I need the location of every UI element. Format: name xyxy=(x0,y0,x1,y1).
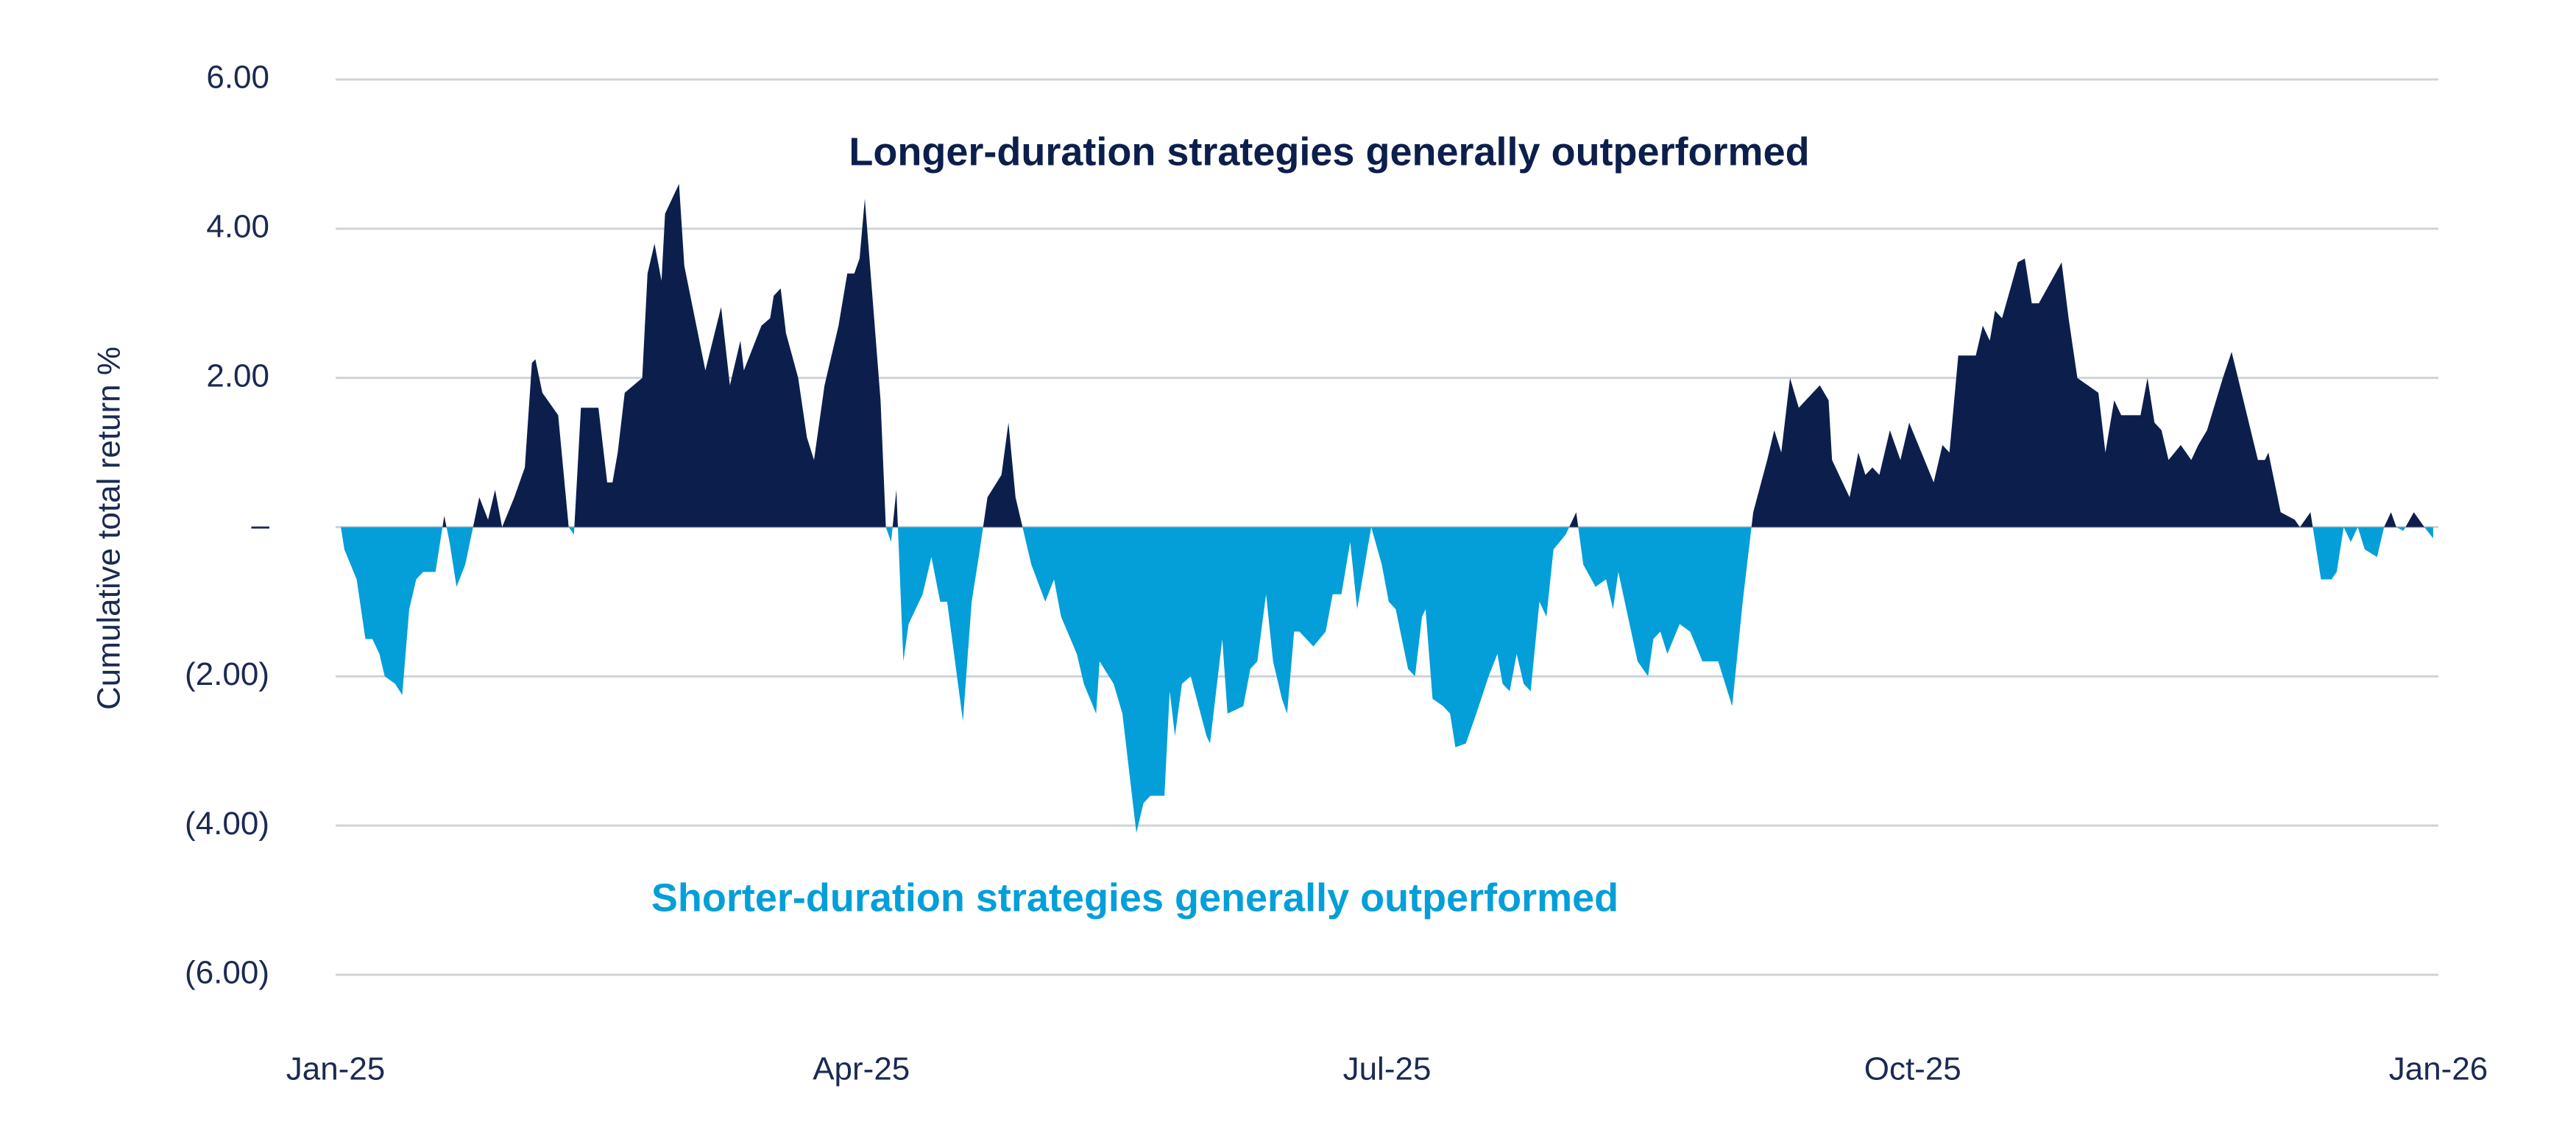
y-tick-label: 6.00 xyxy=(206,60,269,96)
x-tick-label: Jan-25 xyxy=(286,1051,386,1087)
area xyxy=(341,184,2433,834)
y-tick-label: (4.00) xyxy=(185,806,269,842)
y-tick-label: (6.00) xyxy=(185,955,269,991)
annotation: Shorter-duration strategies generally ou… xyxy=(651,875,1618,920)
y-tick-label: 2.00 xyxy=(206,358,269,394)
annotation: Longer-duration strategies generally out… xyxy=(849,129,1809,174)
x-tick-label: Jul-25 xyxy=(1343,1051,1432,1087)
x-tick-label: Oct-25 xyxy=(1864,1051,1961,1087)
x-tick-label: Apr-25 xyxy=(813,1051,910,1087)
x-tick-label: Jan-26 xyxy=(2389,1051,2488,1087)
y-axis-title: Cumulative total return % xyxy=(91,347,127,710)
y-tick-label: – xyxy=(252,507,270,543)
y-tick-label: (2.00) xyxy=(185,656,269,692)
y-tick-label: 4.00 xyxy=(206,208,269,244)
